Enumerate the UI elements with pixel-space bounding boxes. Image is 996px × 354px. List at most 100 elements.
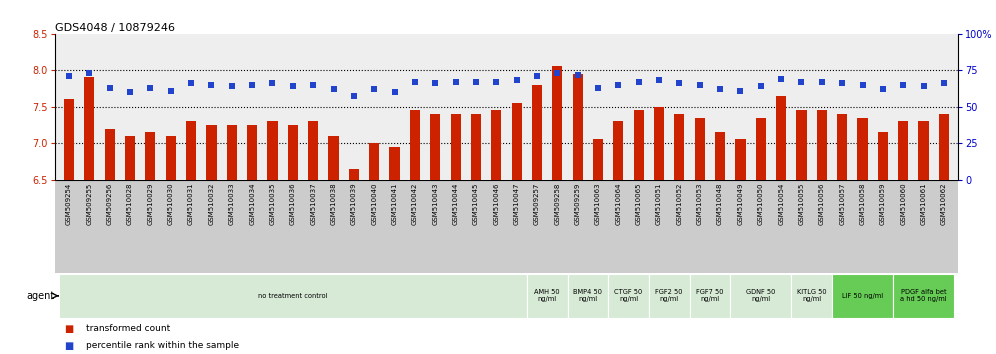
Text: GSM510053: GSM510053 (697, 182, 703, 225)
Bar (64, 99, 74, 179)
Text: GSM510039: GSM510039 (351, 182, 357, 225)
Point (550, 70, 566, 76)
Bar (633, 110, 643, 179)
Text: GSM509259: GSM509259 (575, 182, 581, 225)
Bar (450, 114, 461, 179)
Bar (186, 121, 196, 179)
Bar (491, 110, 501, 179)
Text: GSM510042: GSM510042 (412, 182, 418, 225)
Text: GSM510028: GSM510028 (127, 182, 133, 225)
Text: GSM509255: GSM509255 (87, 182, 93, 225)
Text: GSM509258: GSM509258 (555, 182, 561, 225)
Text: GSM510036: GSM510036 (290, 182, 296, 225)
Point (183, 80, 199, 86)
Point (794, 79, 810, 85)
Text: GSM510041: GSM510041 (391, 182, 397, 225)
Text: GSM510055: GSM510055 (799, 182, 805, 225)
Point (305, 82, 321, 87)
Bar (430, 114, 440, 179)
Point (936, 80, 952, 86)
Point (671, 80, 687, 86)
Text: GSM510059: GSM510059 (879, 182, 885, 225)
Text: GDS4048 / 10879246: GDS4048 / 10879246 (55, 23, 174, 33)
Point (162, 88, 178, 93)
Bar (694, 118, 705, 179)
Bar (609, 274, 648, 318)
Point (447, 79, 463, 85)
Point (611, 82, 626, 87)
Text: GSM509256: GSM509256 (107, 182, 113, 225)
Text: GDNF 50
ng/ml: GDNF 50 ng/ml (746, 289, 776, 302)
Text: GSM510031: GSM510031 (188, 182, 194, 225)
Text: GSM510035: GSM510035 (270, 182, 276, 225)
Text: GSM510058: GSM510058 (860, 182, 866, 225)
Point (102, 85, 118, 91)
Bar (471, 114, 481, 179)
Point (244, 82, 260, 87)
Text: GSM510057: GSM510057 (840, 182, 846, 225)
Bar (527, 274, 568, 318)
Point (915, 83, 931, 89)
Text: GSM509254: GSM509254 (66, 182, 72, 225)
Bar (832, 274, 893, 318)
Text: AMH 50
ng/ml: AMH 50 ng/ml (534, 289, 560, 302)
Bar (689, 274, 730, 318)
Text: transformed count: transformed count (87, 325, 170, 333)
Text: GSM510049: GSM510049 (737, 182, 743, 225)
Bar (898, 121, 908, 179)
Bar (614, 121, 623, 179)
Text: GSM510061: GSM510061 (920, 182, 926, 225)
Text: GSM510034: GSM510034 (249, 182, 255, 225)
Point (732, 88, 748, 93)
Point (895, 82, 911, 87)
Bar (791, 274, 832, 318)
Text: GSM510046: GSM510046 (493, 182, 499, 225)
Bar (877, 132, 888, 179)
Bar (817, 110, 827, 179)
Point (753, 83, 769, 89)
Bar (105, 129, 115, 179)
Bar (654, 107, 664, 179)
Point (835, 80, 851, 86)
Bar (85, 78, 95, 179)
Bar (918, 121, 928, 179)
Text: KITLG 50
ng/ml: KITLG 50 ng/ml (797, 289, 827, 302)
Text: FGF7 50
ng/ml: FGF7 50 ng/ml (696, 289, 724, 302)
Point (630, 79, 646, 85)
Text: GSM510040: GSM510040 (372, 182, 377, 225)
Point (326, 86, 342, 92)
Text: GSM509257: GSM509257 (534, 182, 540, 225)
Point (855, 82, 871, 87)
Text: GSM510038: GSM510038 (331, 182, 337, 225)
Bar (593, 139, 604, 179)
Text: GSM510050: GSM510050 (758, 182, 764, 225)
Bar (573, 74, 583, 179)
Point (285, 83, 301, 89)
Bar (206, 125, 216, 179)
Point (488, 79, 504, 85)
Bar (349, 169, 359, 179)
Point (427, 80, 443, 86)
Bar (512, 103, 522, 179)
Text: GSM510051: GSM510051 (656, 182, 662, 225)
Text: BMP4 50
ng/ml: BMP4 50 ng/ml (574, 289, 603, 302)
Point (692, 82, 708, 87)
Bar (674, 114, 684, 179)
Point (651, 78, 667, 83)
Bar (247, 125, 257, 179)
Text: GSM510065: GSM510065 (635, 182, 641, 225)
Point (82, 70, 98, 76)
Text: LIF 50 ng/ml: LIF 50 ng/ml (842, 293, 883, 299)
Point (509, 78, 525, 83)
Point (773, 76, 789, 82)
Point (407, 79, 423, 85)
Bar (552, 67, 563, 179)
Text: CTGF 50
ng/ml: CTGF 50 ng/ml (615, 289, 642, 302)
Bar (409, 110, 420, 179)
Text: GSM510032: GSM510032 (208, 182, 214, 225)
Text: GSM510037: GSM510037 (310, 182, 316, 225)
Bar (756, 118, 766, 179)
Point (367, 86, 382, 92)
Bar (267, 121, 278, 179)
Bar (568, 274, 609, 318)
